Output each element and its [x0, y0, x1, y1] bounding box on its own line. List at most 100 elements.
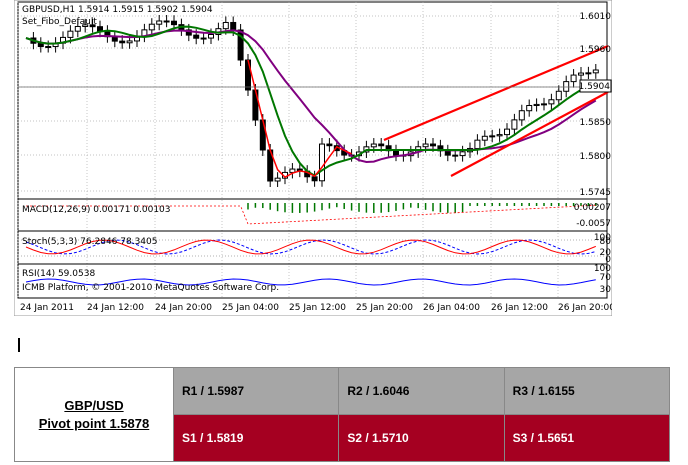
stoch-signal-line [25, 239, 596, 255]
candle-body [504, 128, 510, 136]
support-1-cell: S1 / 1.5819 [172, 414, 340, 462]
candle-body [378, 143, 385, 147]
rsi-line [25, 278, 596, 286]
candle-body [82, 24, 89, 27]
candle-body [193, 34, 200, 39]
candle-body [548, 99, 555, 105]
time-tick: 26 Jan 04:00 [423, 303, 480, 313]
price-tick: 1.5745 [580, 188, 612, 198]
pivot-table: GBP/USD Pivot point 1.5878 R1 / 1.5987 R… [14, 367, 671, 462]
time-tick: 25 Jan 12:00 [289, 303, 346, 313]
price-tick: 1.5960 [580, 45, 612, 55]
rsi-tick: 30 [600, 285, 612, 295]
candle-body [474, 139, 481, 149]
stoch-tick: 80 [600, 237, 612, 247]
candle-body [518, 110, 525, 121]
candle-body [208, 34, 214, 39]
candle-body [585, 72, 592, 75]
stoch-tick: 0 [605, 255, 611, 265]
pivot-header-cell: GBP/USD Pivot point 1.5878 [14, 367, 174, 462]
candle-body [185, 29, 192, 36]
stoch-main-line [25, 239, 596, 255]
candle-body [237, 29, 244, 61]
time-tick: 24 Jan 2011 [20, 303, 74, 313]
rsi-tick: 100 [594, 264, 611, 274]
time-tick: 25 Jan 04:00 [222, 303, 279, 313]
rsi-tick: 70 [600, 273, 612, 283]
candle-body [459, 151, 466, 157]
price-tick: 1.6010 [580, 12, 612, 22]
resistance-2-cell: R2 / 1.6046 [338, 367, 505, 415]
candle-body [326, 143, 333, 147]
candle-body [126, 40, 133, 44]
current-price-box [579, 79, 612, 93]
candle-body [274, 177, 281, 182]
ma-fast-line [25, 25, 597, 177]
candle-body [200, 37, 207, 40]
candle-body [148, 23, 155, 31]
candle-body [67, 30, 74, 38]
text-cursor [18, 338, 20, 352]
time-axis: 24 Jan 2011 24 Jan 12:00 24 Jan 20:00 25… [20, 303, 612, 313]
candle-body [481, 135, 488, 141]
candle-body [171, 20, 177, 26]
candle-body [526, 105, 533, 112]
candle-body [430, 143, 436, 147]
time-tick: 26 Jan 20:00 [558, 303, 612, 313]
time-tick: 24 Jan 12:00 [87, 303, 144, 313]
time-tick: 25 Jan 20:00 [356, 303, 413, 313]
candle-body [489, 135, 496, 138]
resistance-1-cell: R1 / 1.5987 [172, 367, 340, 415]
ma-slow-line [25, 29, 597, 164]
candle-body [541, 103, 547, 106]
channel-lower-line[interactable] [450, 91, 609, 177]
price-chart[interactable]: GBPUSD,H1 1.5914 1.5915 1.5902 1.5904 Se… [14, 0, 612, 316]
pair-label: GBP/USD [64, 397, 124, 413]
current-price-label: 1.5904 [579, 82, 611, 92]
macd-histogram [247, 203, 597, 213]
candle-body [222, 21, 229, 30]
candle-body [422, 143, 429, 148]
rsi-label: RSI(14) 59.0538 [22, 269, 95, 279]
price-axis: 1.6010 1.5960 1.5850 1.5800 1.5745 [580, 12, 612, 198]
candle-body [555, 90, 562, 101]
candle-body [163, 20, 170, 23]
channel-upper-line[interactable] [383, 44, 609, 142]
support-3-cell: S3 / 1.5651 [503, 414, 671, 462]
macd-tick: -0.0057 [576, 219, 611, 229]
candle-body [370, 143, 377, 148]
candle-body [119, 40, 126, 44]
candle-body [89, 24, 96, 28]
candle-body [496, 134, 503, 137]
candle-body [311, 176, 318, 182]
candle-body [452, 154, 459, 157]
candle-body [45, 46, 52, 49]
chart-header: GBPUSD,H1 1.5914 1.5915 1.5902 1.5904 [22, 5, 213, 15]
candle-body [74, 25, 81, 32]
time-tick: 26 Jan 12:00 [491, 303, 548, 313]
candle-body [563, 81, 570, 92]
candle-body [319, 143, 325, 182]
chart-frame [14, 0, 612, 316]
price-tick: 1.5850 [580, 118, 612, 128]
copyright-label: ICMB Platform, © 2001-2010 MetaQuotes So… [22, 283, 279, 293]
candle-body [592, 69, 599, 74]
candle-body [393, 150, 399, 156]
pivot-point-label: Pivot point 1.5878 [38, 415, 150, 431]
macd-signal-line [26, 204, 596, 225]
resistance-3-cell: R3 / 1.6155 [503, 367, 671, 415]
candle-body [570, 74, 577, 83]
stoch-tick: 20 [600, 248, 612, 258]
candle-body [230, 21, 237, 31]
candle-body [533, 103, 540, 107]
indicator-label: Set_Fibo_Default [22, 17, 97, 27]
stoch-tick: 100 [594, 233, 611, 243]
candle-body [578, 72, 584, 76]
macd-tick: 0.00207 [574, 203, 611, 213]
candle-body [511, 119, 518, 130]
support-2-cell: S2 / 1.5710 [338, 414, 505, 462]
stoch-label: Stoch(5,3,3) 76.2846 78.3405 [22, 237, 157, 247]
price-tick: 1.5800 [580, 152, 612, 162]
macd-label: MACD(12,26,9) 0.00171 0.00103 [22, 205, 171, 215]
ma-short-line [247, 59, 352, 179]
